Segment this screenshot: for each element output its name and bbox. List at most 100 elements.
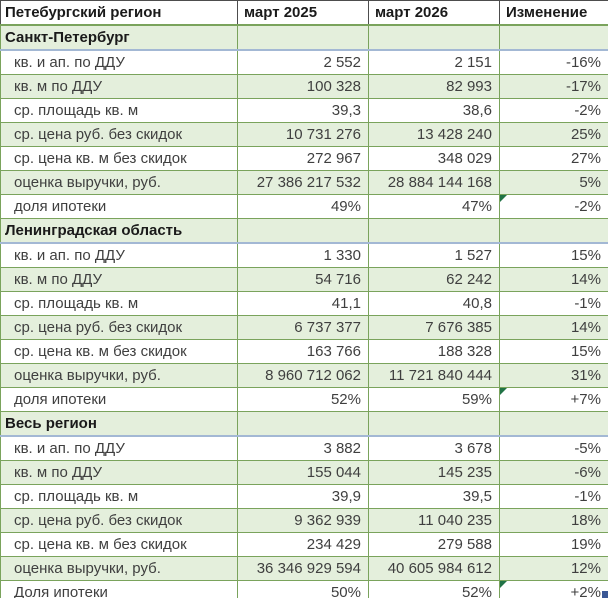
change-cell[interactable]: -2% bbox=[499, 194, 608, 219]
value-2025-cell[interactable]: 163 766 bbox=[237, 339, 369, 364]
value-2026-cell[interactable]: 52% bbox=[368, 580, 500, 598]
change-cell[interactable]: 25% bbox=[499, 122, 608, 147]
metric-label-cell[interactable]: кв. и ап. по ДДУ bbox=[0, 242, 238, 268]
value-2025-cell[interactable]: 39,9 bbox=[237, 484, 369, 509]
metric-label-cell[interactable]: кв. и ап. по ДДУ bbox=[0, 49, 238, 75]
metric-label-cell[interactable]: доля ипотеки bbox=[0, 387, 238, 412]
value-2025-cell[interactable]: 272 967 bbox=[237, 146, 369, 171]
value-2025-cell[interactable]: 155 044 bbox=[237, 460, 369, 485]
change-cell[interactable]: 12% bbox=[499, 556, 608, 581]
change-cell[interactable]: 5% bbox=[499, 170, 608, 195]
value-2026-cell[interactable]: 188 328 bbox=[368, 339, 500, 364]
value-2025-cell[interactable]: 41,1 bbox=[237, 291, 369, 316]
value-2025-cell[interactable]: 49% bbox=[237, 194, 369, 219]
value-2026-cell[interactable]: 279 588 bbox=[368, 532, 500, 557]
value-2026-cell[interactable]: 39,5 bbox=[368, 484, 500, 509]
metric-label-cell[interactable]: ср. площадь кв. м bbox=[0, 484, 238, 509]
metric-label-cell[interactable]: кв. м по ДДУ bbox=[0, 74, 238, 99]
change-cell[interactable]: -5% bbox=[499, 435, 608, 461]
change-cell[interactable]: -2% bbox=[499, 98, 608, 123]
value-2026-cell[interactable]: 11 040 235 bbox=[368, 508, 500, 533]
header-cell-mar2026[interactable]: март 2026 bbox=[368, 0, 500, 26]
value-2025-cell[interactable]: 2 552 bbox=[237, 49, 369, 75]
metric-label-cell[interactable]: Доля ипотеки bbox=[0, 580, 238, 598]
header-cell-change[interactable]: Изменение bbox=[499, 0, 608, 26]
value-2026-cell[interactable]: 11 721 840 444 bbox=[368, 363, 500, 388]
section-empty-cell-change[interactable] bbox=[499, 411, 608, 437]
metric-label-cell[interactable]: ср. цена руб. без скидок bbox=[0, 315, 238, 340]
value-2026-cell[interactable]: 82 993 bbox=[368, 74, 500, 99]
value-2026-cell[interactable]: 145 235 bbox=[368, 460, 500, 485]
change-cell[interactable]: 14% bbox=[499, 315, 608, 340]
section-empty-cell-2025[interactable] bbox=[237, 411, 369, 437]
change-cell[interactable]: 14% bbox=[499, 267, 608, 292]
metric-label-cell[interactable]: ср. цена кв. м без скидок bbox=[0, 339, 238, 364]
value-2026-cell[interactable]: 59% bbox=[368, 387, 500, 412]
section-name-cell[interactable]: Весь регион bbox=[0, 411, 238, 437]
metric-label-cell[interactable]: ср. цена кв. м без скидок bbox=[0, 532, 238, 557]
section-empty-cell-2026[interactable] bbox=[368, 411, 500, 437]
section-empty-cell-change[interactable] bbox=[499, 24, 608, 51]
metric-label-cell[interactable]: ср. площадь кв. м bbox=[0, 98, 238, 123]
value-2025-cell[interactable]: 234 429 bbox=[237, 532, 369, 557]
value-2026-cell[interactable]: 348 029 bbox=[368, 146, 500, 171]
metric-label-cell[interactable]: оценка выручки, руб. bbox=[0, 170, 238, 195]
change-cell[interactable]: 27% bbox=[499, 146, 608, 171]
section-empty-cell-2026[interactable] bbox=[368, 24, 500, 51]
value-2025-cell[interactable]: 100 328 bbox=[237, 74, 369, 99]
section-empty-cell-2026[interactable] bbox=[368, 218, 500, 244]
change-cell[interactable]: 15% bbox=[499, 339, 608, 364]
change-cell[interactable]: +7% bbox=[499, 387, 608, 412]
metric-label-cell[interactable]: ср. цена руб. без скидок bbox=[0, 122, 238, 147]
value-2025-cell[interactable]: 54 716 bbox=[237, 267, 369, 292]
metric-label-cell[interactable]: оценка выручки, руб. bbox=[0, 556, 238, 581]
value-2025-cell[interactable]: 27 386 217 532 bbox=[237, 170, 369, 195]
value-2025-cell[interactable]: 9 362 939 bbox=[237, 508, 369, 533]
header-cell-region[interactable]: Петебургский регион bbox=[0, 0, 238, 26]
change-cell[interactable]: -17% bbox=[499, 74, 608, 99]
value-2026-cell[interactable]: 62 242 bbox=[368, 267, 500, 292]
change-cell[interactable]: +2% bbox=[499, 580, 608, 598]
metric-label-cell[interactable]: ср. цена руб. без скидок bbox=[0, 508, 238, 533]
section-empty-cell-2025[interactable] bbox=[237, 24, 369, 51]
value-2026-cell[interactable]: 38,6 bbox=[368, 98, 500, 123]
metric-label-cell[interactable]: ср. площадь кв. м bbox=[0, 291, 238, 316]
value-2025-cell[interactable]: 52% bbox=[237, 387, 369, 412]
change-cell[interactable]: 18% bbox=[499, 508, 608, 533]
value-2026-cell[interactable]: 40,8 bbox=[368, 291, 500, 316]
value-2026-cell[interactable]: 47% bbox=[368, 194, 500, 219]
metric-label-cell[interactable]: кв. м по ДДУ bbox=[0, 267, 238, 292]
change-cell[interactable]: -1% bbox=[499, 484, 608, 509]
change-cell[interactable]: 19% bbox=[499, 532, 608, 557]
section-empty-cell-change[interactable] bbox=[499, 218, 608, 244]
metric-label-cell[interactable]: кв. и ап. по ДДУ bbox=[0, 435, 238, 461]
value-2026-cell[interactable]: 1 527 bbox=[368, 242, 500, 268]
section-empty-cell-2025[interactable] bbox=[237, 218, 369, 244]
metric-label-cell[interactable]: ср. цена кв. м без скидок bbox=[0, 146, 238, 171]
change-cell[interactable]: -1% bbox=[499, 291, 608, 316]
header-cell-mar2025[interactable]: март 2025 bbox=[237, 0, 369, 26]
metric-label-cell[interactable]: доля ипотеки bbox=[0, 194, 238, 219]
change-cell[interactable]: -6% bbox=[499, 460, 608, 485]
change-cell[interactable]: -16% bbox=[499, 49, 608, 75]
value-2025-cell[interactable]: 8 960 712 062 bbox=[237, 363, 369, 388]
table-resize-handle[interactable] bbox=[602, 591, 608, 598]
value-2025-cell[interactable]: 6 737 377 bbox=[237, 315, 369, 340]
metric-label-cell[interactable]: кв. м по ДДУ bbox=[0, 460, 238, 485]
section-name-cell[interactable]: Ленинградская область bbox=[0, 218, 238, 244]
value-2025-cell[interactable]: 39,3 bbox=[237, 98, 369, 123]
section-name-cell[interactable]: Санкт-Петербург bbox=[0, 24, 238, 51]
value-2026-cell[interactable]: 3 678 bbox=[368, 435, 500, 461]
value-2025-cell[interactable]: 36 346 929 594 bbox=[237, 556, 369, 581]
value-2026-cell[interactable]: 40 605 984 612 bbox=[368, 556, 500, 581]
value-2025-cell[interactable]: 10 731 276 bbox=[237, 122, 369, 147]
value-2025-cell[interactable]: 3 882 bbox=[237, 435, 369, 461]
value-2026-cell[interactable]: 7 676 385 bbox=[368, 315, 500, 340]
value-2026-cell[interactable]: 28 884 144 168 bbox=[368, 170, 500, 195]
value-2026-cell[interactable]: 13 428 240 bbox=[368, 122, 500, 147]
change-cell[interactable]: 15% bbox=[499, 242, 608, 268]
value-2026-cell[interactable]: 2 151 bbox=[368, 49, 500, 75]
value-2025-cell[interactable]: 50% bbox=[237, 580, 369, 598]
metric-label-cell[interactable]: оценка выручки, руб. bbox=[0, 363, 238, 388]
change-cell[interactable]: 31% bbox=[499, 363, 608, 388]
